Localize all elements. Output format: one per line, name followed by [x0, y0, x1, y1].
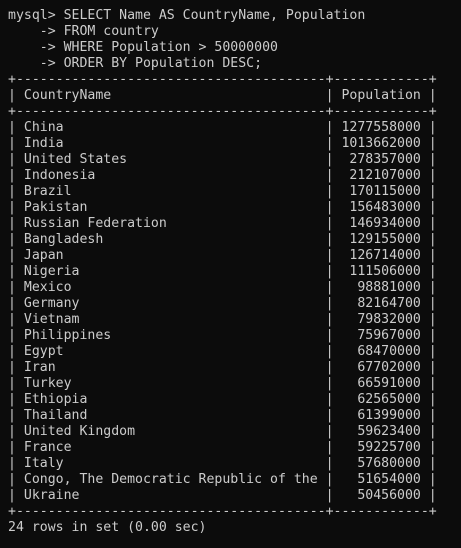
query-line-2: -> FROM country	[8, 24, 461, 40]
table-row: | Russian Federation | 146934000 |	[8, 216, 461, 232]
table-row: | United States | 278357000 |	[8, 152, 461, 168]
table-row: | Japan | 126714000 |	[8, 248, 461, 264]
table-row: | Philippines | 75967000 |	[8, 328, 461, 344]
query-line-4: -> ORDER BY Population DESC;	[8, 56, 461, 72]
table-border-top: +---------------------------------------…	[8, 72, 461, 88]
table-row: | India | 1013662000 |	[8, 136, 461, 152]
table-row: | Iran | 67702000 |	[8, 360, 461, 376]
query-line-3: -> WHERE Population > 50000000	[8, 40, 461, 56]
table-row: | Mexico | 98881000 |	[8, 280, 461, 296]
table-border-bottom: +---------------------------------------…	[8, 504, 461, 520]
table-row: | Pakistan | 156483000 |	[8, 200, 461, 216]
table-row: | Turkey | 66591000 |	[8, 376, 461, 392]
table-row: | Congo, The Democratic Republic of the …	[8, 472, 461, 488]
table-body: | China | 1277558000 | | India | 10136620…	[8, 120, 461, 504]
table-row: | Italy | 57680000 |	[8, 456, 461, 472]
table-row: | Vietnam | 79832000 |	[8, 312, 461, 328]
table-row: | Bangladesh | 129155000 |	[8, 232, 461, 248]
table-row: | Thailand | 61399000 |	[8, 408, 461, 424]
table-row: | China | 1277558000 |	[8, 120, 461, 136]
table-row: | France | 59225700 |	[8, 440, 461, 456]
result-summary: 24 rows in set (0.00 sec)	[8, 520, 461, 536]
table-row: | Nigeria | 111506000 |	[8, 264, 461, 280]
table-row: | Indonesia | 212107000 |	[8, 168, 461, 184]
query-line-1: mysql> SELECT Name AS CountryName, Popul…	[8, 8, 461, 24]
table-border-header: +---------------------------------------…	[8, 104, 461, 120]
table-header-row: | CountryName | Population |	[8, 88, 461, 104]
table-row: | Ukraine | 50456000 |	[8, 488, 461, 504]
table-row: | Germany | 82164700 |	[8, 296, 461, 312]
table-row: | Ethiopia | 62565000 |	[8, 392, 461, 408]
table-row: | United Kingdom | 59623400 |	[8, 424, 461, 440]
table-row: | Egypt | 68470000 |	[8, 344, 461, 360]
table-row: | Brazil | 170115000 |	[8, 184, 461, 200]
